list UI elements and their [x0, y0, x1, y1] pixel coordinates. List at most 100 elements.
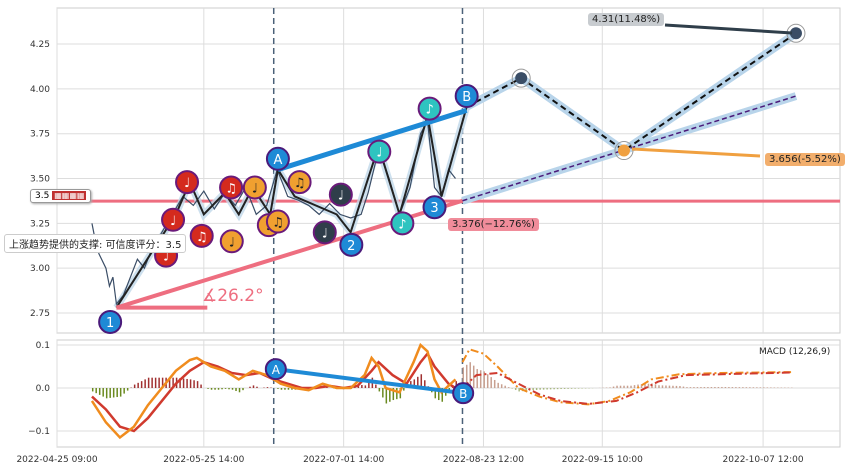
macd-histogram-bar: [364, 385, 367, 388]
macd-histogram-bar: [291, 388, 293, 390]
note-icon: ♩: [322, 226, 328, 241]
macd-histogram-bar: [717, 386, 720, 388]
macd-histogram-bar: [256, 386, 258, 388]
macd-histogram-bar: [773, 387, 776, 388]
macd-histogram-bar: [672, 385, 674, 388]
macd-histogram-bar: [249, 386, 251, 388]
note-marker: [219, 175, 244, 200]
macd-histogram-bar: [140, 381, 143, 388]
macd-histogram-bar: [154, 377, 157, 388]
macd-histogram-bar: [735, 387, 737, 388]
macd-histogram-bar: [707, 387, 709, 388]
note-icon: ♫: [272, 216, 284, 231]
macd-tick-label: 0.1: [36, 341, 50, 351]
macd-histogram-bar: [647, 383, 650, 388]
macd-histogram-bar: [144, 379, 146, 388]
note-marker: [367, 139, 392, 164]
wave-label: 1: [106, 316, 114, 331]
macd-histogram-bar: [375, 384, 377, 388]
macd-histogram-bar: [403, 388, 405, 391]
x-tick-label: 2022-09-15 10:00: [562, 455, 643, 465]
macd-histogram-bar: [266, 387, 269, 388]
y-tick-label: 3.25: [30, 219, 50, 229]
note-marker: [417, 96, 442, 121]
macd-histogram-bar: [721, 386, 723, 388]
legend-box: 3.5 ▦▦▦▦: [30, 189, 92, 203]
macd-histogram-bar: [277, 388, 279, 389]
macd-histogram-bar: [577, 388, 580, 389]
signal-future-line: [461, 371, 792, 405]
note-marker: [189, 223, 214, 248]
macd-histogram-bar: [700, 387, 702, 388]
projection-point: [617, 144, 630, 157]
macd-histogram-bar: [567, 388, 569, 389]
macd-histogram-bar: [507, 387, 510, 388]
macd-histogram-bar: [749, 387, 751, 388]
macd-histogram-bar: [95, 388, 97, 394]
macd-histogram-bar: [438, 388, 440, 401]
note-icon: ♩: [338, 189, 344, 204]
x-tick-label: 2022-07-01 14:00: [303, 455, 384, 465]
macd-histogram-bar: [556, 388, 559, 390]
macd-histogram-bar: [158, 377, 160, 388]
macd-histogram-bar: [483, 371, 485, 388]
macd-histogram-bar: [518, 388, 520, 392]
macd-histogram-bar: [668, 385, 671, 388]
macd-histogram-bar: [109, 388, 111, 398]
wave-label-marker: [265, 146, 290, 171]
macd-histogram-bar: [661, 385, 664, 388]
x-tick-label: 2022-04-25 09:00: [16, 455, 97, 465]
macd-histogram-bar: [231, 388, 234, 390]
wave-label-marker: [339, 232, 364, 257]
target-high-label: 4.31(11.48%): [588, 13, 665, 26]
macd-histogram-bar: [420, 374, 423, 388]
macd-histogram-bar: [703, 387, 706, 388]
macd-histogram-bar: [161, 377, 164, 388]
macd-label: MACD (12,26,9): [759, 347, 831, 357]
macd-histogram-bar: [724, 387, 727, 388]
y-tick-label: 4.25: [30, 40, 50, 50]
macd-histogram-bar: [448, 388, 450, 390]
note-icon: ♩: [252, 181, 258, 196]
macd-histogram-bar: [224, 388, 227, 389]
macd-wave-label: A: [272, 363, 281, 377]
note-marker: [219, 229, 244, 254]
macd-histogram-bar: [287, 388, 290, 390]
macd-histogram-bar: [147, 377, 150, 388]
wave-label: B: [462, 90, 471, 105]
macd-histogram-bar: [542, 388, 545, 390]
note-icon: ♩: [229, 235, 235, 250]
y-tick-label: 3.75: [30, 130, 50, 140]
macd-histogram-bar: [151, 377, 153, 388]
macd-histogram-bar: [123, 388, 125, 394]
macd-histogram-bar: [497, 382, 499, 388]
macd-histogram-bar: [172, 377, 174, 388]
note-marker: [287, 170, 312, 195]
macd-histogram-bar: [759, 387, 762, 388]
macd-histogram-bar: [200, 384, 202, 388]
macd-histogram-bar: [465, 364, 468, 388]
projection-line: [466, 32, 797, 152]
macd-histogram-bar: [511, 388, 513, 389]
note-icon: ♪: [398, 217, 406, 232]
macd-histogram-bar: [284, 388, 286, 390]
macd-histogram-bar: [574, 388, 576, 389]
macd-histogram-bar: [532, 388, 534, 391]
macd-histogram-bar: [112, 388, 115, 398]
macd-histogram-bar: [168, 377, 171, 388]
macd-histogram-bar: [619, 385, 622, 388]
macd-histogram-bar: [728, 387, 730, 388]
macd-histogram-bar: [490, 377, 492, 388]
target-low-label: 3.656(-5.52%): [765, 153, 845, 166]
note-icon: ♩: [163, 250, 169, 265]
macd-histogram-bar: [623, 385, 625, 388]
macd-histogram-bar: [462, 367, 464, 388]
wave-label-marker: [422, 195, 447, 220]
note-marker: [312, 220, 337, 245]
macd-histogram-bar: [252, 385, 255, 388]
macd-histogram-bar: [763, 387, 765, 388]
macd-histogram-bar: [525, 388, 527, 391]
macd-histogram-bar: [105, 388, 108, 399]
macd-histogram-bar: [675, 385, 678, 388]
resistance-line: [277, 108, 468, 172]
